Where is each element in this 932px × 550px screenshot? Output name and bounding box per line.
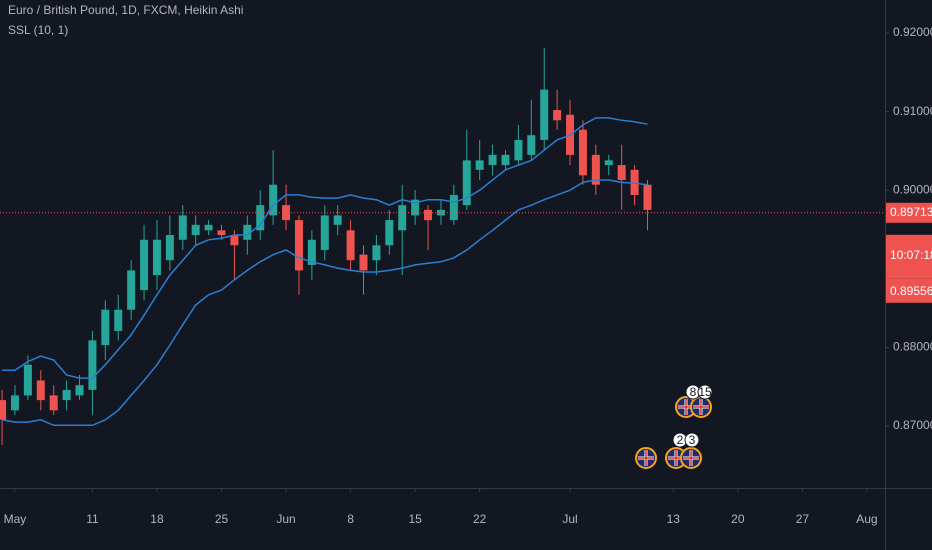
candle-body [178,215,187,240]
countdown-box [886,234,932,279]
candle-body [10,395,19,411]
event-flag [635,447,657,469]
candle-body [553,110,562,121]
x-tick-label: Aug [856,512,877,526]
candle-body [630,169,639,195]
candle-body [359,254,368,271]
chart-title: Euro / British Pound, 1D, FXCM, Heikin A… [8,3,243,17]
candle-body [540,89,549,140]
ssl-price-label: 0.89556 [890,284,932,298]
candle-body [36,380,45,401]
candle-body [230,235,239,246]
candle-body [488,154,497,166]
candle-body [385,220,394,246]
x-tick-label: Jul [562,512,577,526]
candle-body [23,364,32,396]
x-tick-label: 20 [731,512,745,526]
candle-body [75,385,84,396]
candle-body [88,340,97,390]
candle-body [62,389,71,401]
event-badge [684,432,700,448]
candle-body [294,220,303,271]
candle-body [346,230,355,261]
candle-body [191,224,200,236]
event-badge-label: 15 [698,385,712,399]
candle-body [449,194,458,221]
candle-body [578,129,587,176]
candle-body [114,309,123,331]
candle-body [49,395,58,411]
plot-area [0,47,652,445]
candle-body [101,309,110,346]
x-tick-label: 27 [796,512,810,526]
y-tick-label: 0.87000 [893,418,932,432]
x-tick-label: 8 [347,512,354,526]
last-price-label: 0.89713 [890,205,932,219]
event-badge-label: 8 [690,385,697,399]
candle-body [424,209,433,221]
last-price-box [886,202,932,223]
candle-body [282,205,291,221]
event-badge-label: 2 [677,433,684,447]
candle-body [256,205,265,231]
x-tick-label: 13 [667,512,681,526]
candle-body [591,154,600,185]
x-tick-label: May [4,512,27,526]
x-tick-label: 22 [473,512,487,526]
candle-body [269,184,278,216]
x-tick-label: 15 [408,512,422,526]
candle-body [127,270,136,310]
candle-body [527,135,536,155]
candle-body [243,224,252,240]
candle-body [152,239,161,276]
indicator-label: SSL (10, 1) [8,23,68,37]
x-tick-label: 11 [86,512,99,526]
candle-body [140,239,149,291]
candle-body [514,139,523,161]
candle-body [617,165,626,181]
event-badge [697,384,713,400]
x-tick-label: 18 [150,512,164,526]
ssl-line [2,117,648,379]
candle-body [165,235,174,261]
candle-body [333,215,342,225]
ssl-price-box [886,278,932,303]
event-flag [680,447,702,469]
candle-body [604,160,613,166]
x-tick-label: 25 [215,512,229,526]
event-flag [690,396,712,418]
candle-body [372,245,381,261]
candle-body [0,400,7,420]
candle-body [217,230,226,236]
ssl-line [1,179,648,427]
candle-body [475,160,484,170]
candle-body [436,209,445,216]
candle-body [307,239,316,265]
candle-body [501,154,510,166]
candle-body [204,224,213,231]
event-badge-label: 3 [689,433,696,447]
candle-body [320,215,329,250]
candle-body [643,184,652,210]
x-tick-label: Jun [276,512,295,526]
candle-body [398,205,407,231]
countdown-label: 10:07:18 [890,248,932,262]
candle-body [462,160,471,206]
candle-body [411,199,420,216]
